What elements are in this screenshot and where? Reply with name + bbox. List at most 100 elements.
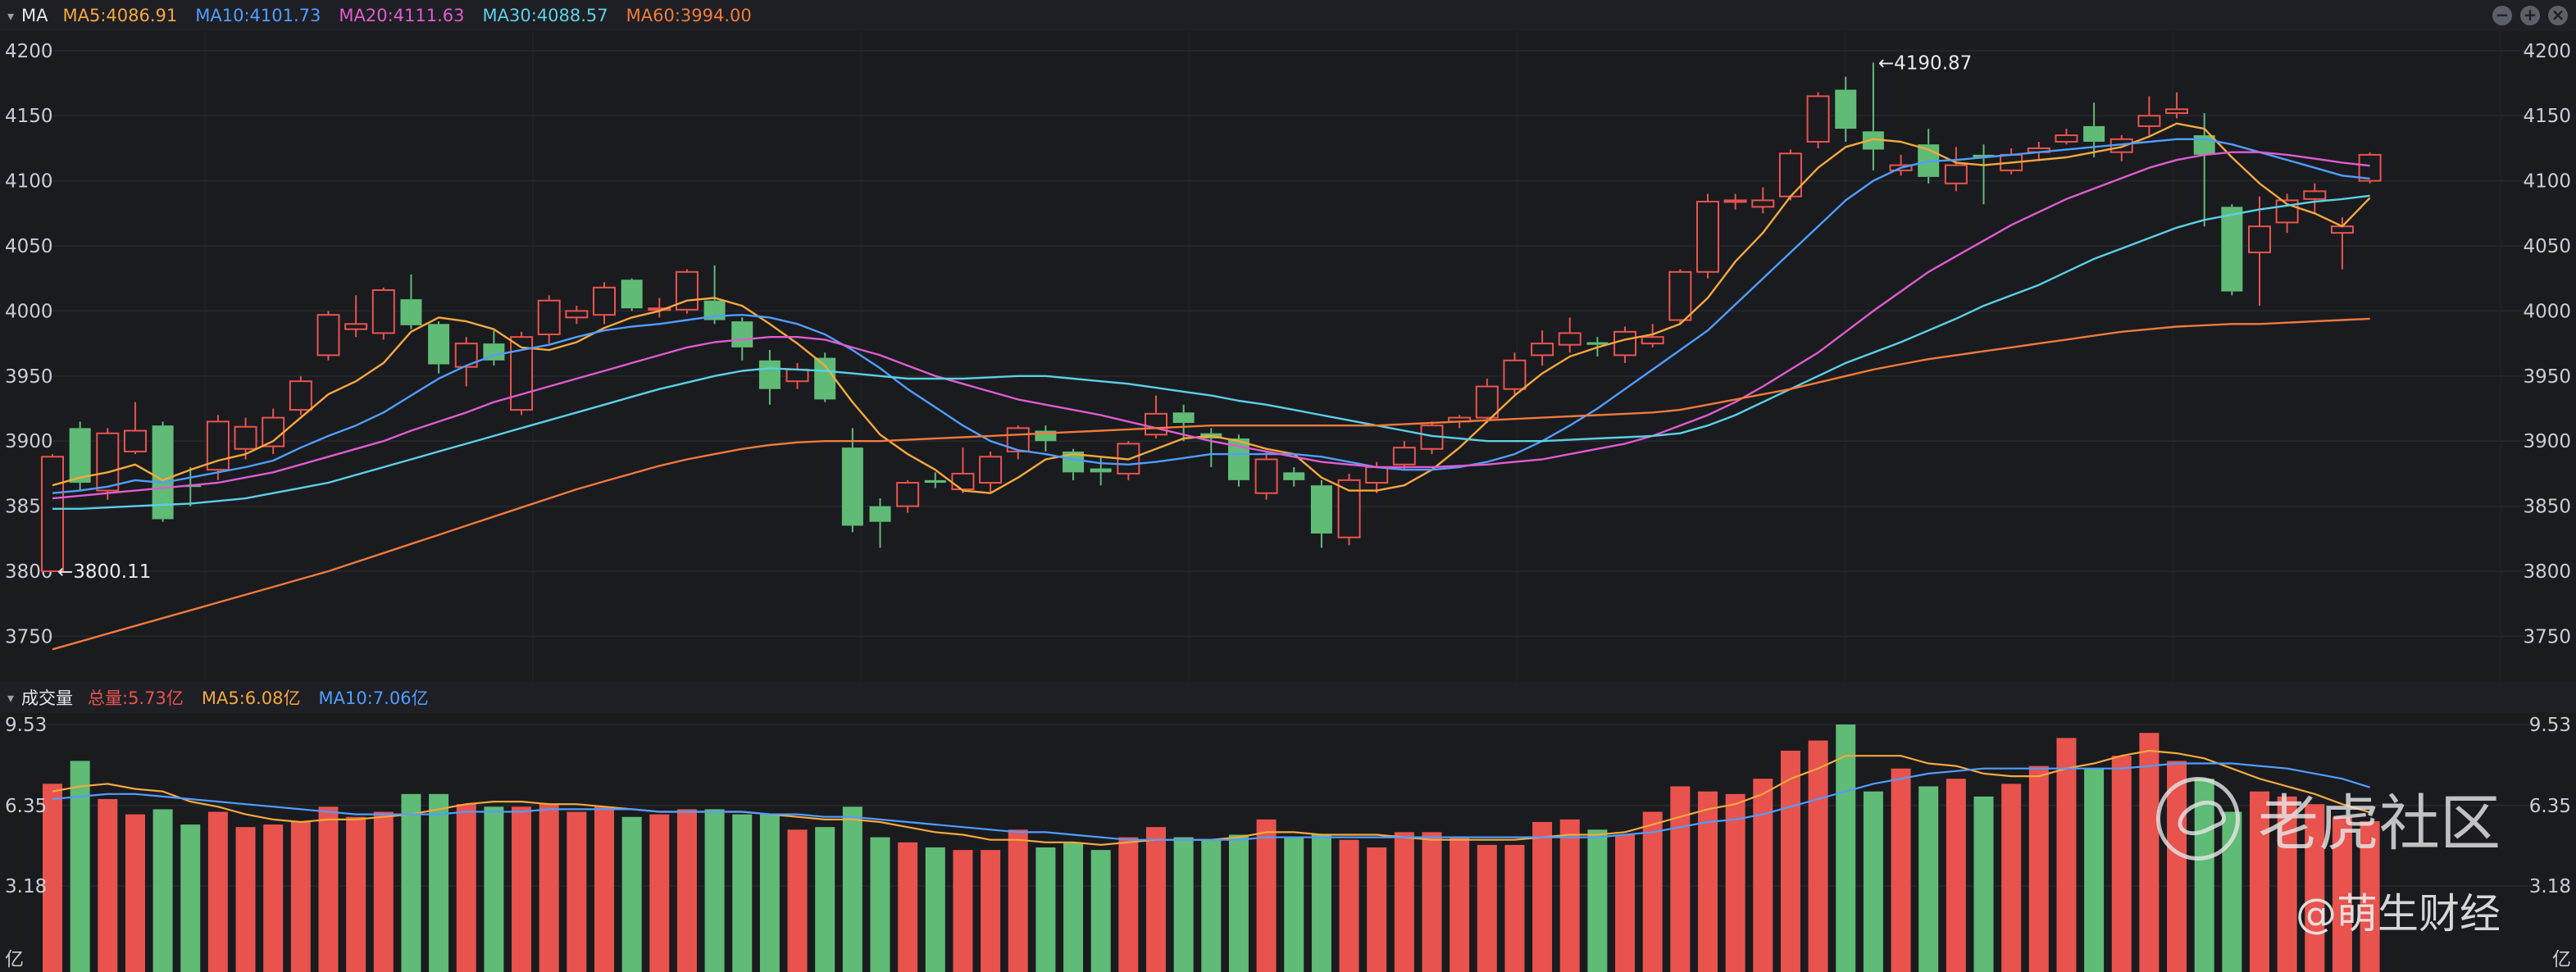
volume-bar — [1615, 834, 1636, 972]
candle — [96, 428, 120, 500]
volume-bar — [1863, 791, 1883, 972]
volume-bar — [1228, 834, 1249, 972]
volume-bar — [1422, 832, 1442, 972]
volume-bar — [318, 806, 339, 972]
candle — [2358, 152, 2382, 184]
candle-body — [2221, 207, 2243, 292]
volume-bar — [43, 784, 62, 972]
close-icon[interactable]: × — [2548, 6, 2568, 25]
candle — [1862, 62, 1884, 170]
price-tick-left: 4150 — [5, 106, 53, 127]
candle-body — [1337, 479, 1361, 538]
candle-body — [2358, 153, 2382, 182]
volume-bar — [152, 809, 173, 972]
price-tick-left: 3750 — [5, 626, 53, 647]
price-annotation: ←4190.87 — [1878, 52, 1972, 74]
volume-bar — [539, 804, 559, 972]
candle — [648, 298, 671, 318]
volume-tick-left: 3.18 — [5, 876, 47, 897]
candle-body — [869, 506, 891, 522]
price-indicator-name: MA — [21, 6, 48, 25]
candle — [400, 274, 422, 329]
price-tick-left: 4050 — [5, 236, 53, 257]
volume-bar — [1698, 791, 1718, 972]
volume-bar — [2111, 756, 2132, 972]
expand-icon[interactable]: + — [2520, 6, 2540, 25]
candle-body — [565, 310, 589, 319]
legend-ma20: MA20:4111.63 — [339, 6, 465, 25]
legend-vol-ma10: MA10:7.06亿 — [318, 688, 429, 708]
volume-ma-lines — [52, 749, 2370, 847]
legend-ma60: MA60:3994.00 — [626, 6, 752, 25]
ma-line-ma5 — [52, 122, 2371, 494]
volume-unit-left: 亿 — [5, 949, 24, 970]
volume-bar — [898, 842, 918, 972]
volume-bar — [1008, 829, 1028, 972]
candle — [1835, 76, 1857, 142]
candle — [1696, 193, 1719, 279]
collapse-chevron-icon[interactable]: ▾ — [7, 7, 15, 24]
volume-bar — [1642, 811, 1663, 972]
volume-bar — [1836, 724, 1856, 972]
candle-body — [951, 472, 975, 490]
volume-bar — [1918, 786, 1939, 972]
watermark-user: @萌生财经 — [2296, 890, 2501, 938]
candle-body — [1973, 154, 1995, 158]
candle — [2083, 102, 2105, 158]
candle-body — [344, 323, 368, 330]
price-annotation: ←3800.11 — [57, 561, 151, 583]
candle-body — [1944, 164, 1968, 184]
candle-body — [69, 428, 91, 484]
minimize-icon[interactable]: − — [2492, 6, 2512, 25]
candle — [316, 311, 340, 361]
price-tick-right: 3950 — [2523, 366, 2571, 388]
candle — [2248, 196, 2271, 307]
candle — [152, 421, 174, 522]
price-tick-right: 3750 — [2523, 626, 2571, 647]
legend-total-volume: 总量:5.73亿 — [88, 688, 184, 708]
volume-bar — [2250, 791, 2269, 972]
candle — [289, 375, 312, 416]
ma-lines — [52, 122, 2371, 651]
volume-bar — [2056, 738, 2077, 972]
candle-body — [1558, 332, 1582, 346]
candle-body — [234, 425, 257, 450]
candle — [896, 479, 920, 513]
candle-body — [371, 289, 395, 334]
volume-collapse-chevron-icon[interactable]: ▾ — [7, 689, 15, 706]
volume-axis-labels: 3.18 3.18 6.35 6.35 9.53 9.53 亿 亿 — [5, 715, 2571, 970]
volume-bar — [953, 850, 973, 972]
volume-bar — [1973, 796, 1994, 972]
volume-bar — [704, 809, 725, 972]
candle — [565, 306, 589, 325]
volume-bar — [235, 827, 256, 972]
candle — [1145, 395, 1167, 439]
price-tick-right: 4150 — [2523, 106, 2571, 127]
volume-bar — [649, 814, 670, 972]
candle — [869, 498, 891, 548]
candle — [371, 287, 395, 340]
candle-body — [979, 456, 1003, 484]
volume-bar — [2305, 804, 2325, 972]
candle-body — [1475, 385, 1499, 419]
candle-body — [2083, 125, 2105, 142]
volume-bar — [429, 793, 449, 972]
watermark-brand-text: 老虎社区 — [2258, 788, 2501, 859]
legend-ma30: MA30:4088.57 — [482, 6, 608, 25]
volume-bar — [1587, 829, 1608, 972]
candle — [123, 402, 147, 455]
volume-bar — [842, 806, 862, 972]
candle — [675, 269, 699, 314]
candle — [924, 472, 946, 488]
candle-body — [731, 321, 753, 347]
volume-bar — [456, 804, 476, 972]
volume-bar — [732, 814, 753, 972]
volume-bar — [1394, 832, 1414, 972]
volume-bar — [870, 837, 890, 972]
price-tick-right: 4000 — [2523, 301, 2571, 322]
candle-body — [621, 279, 643, 309]
volume-bar — [567, 811, 587, 972]
candle — [1723, 193, 1747, 210]
